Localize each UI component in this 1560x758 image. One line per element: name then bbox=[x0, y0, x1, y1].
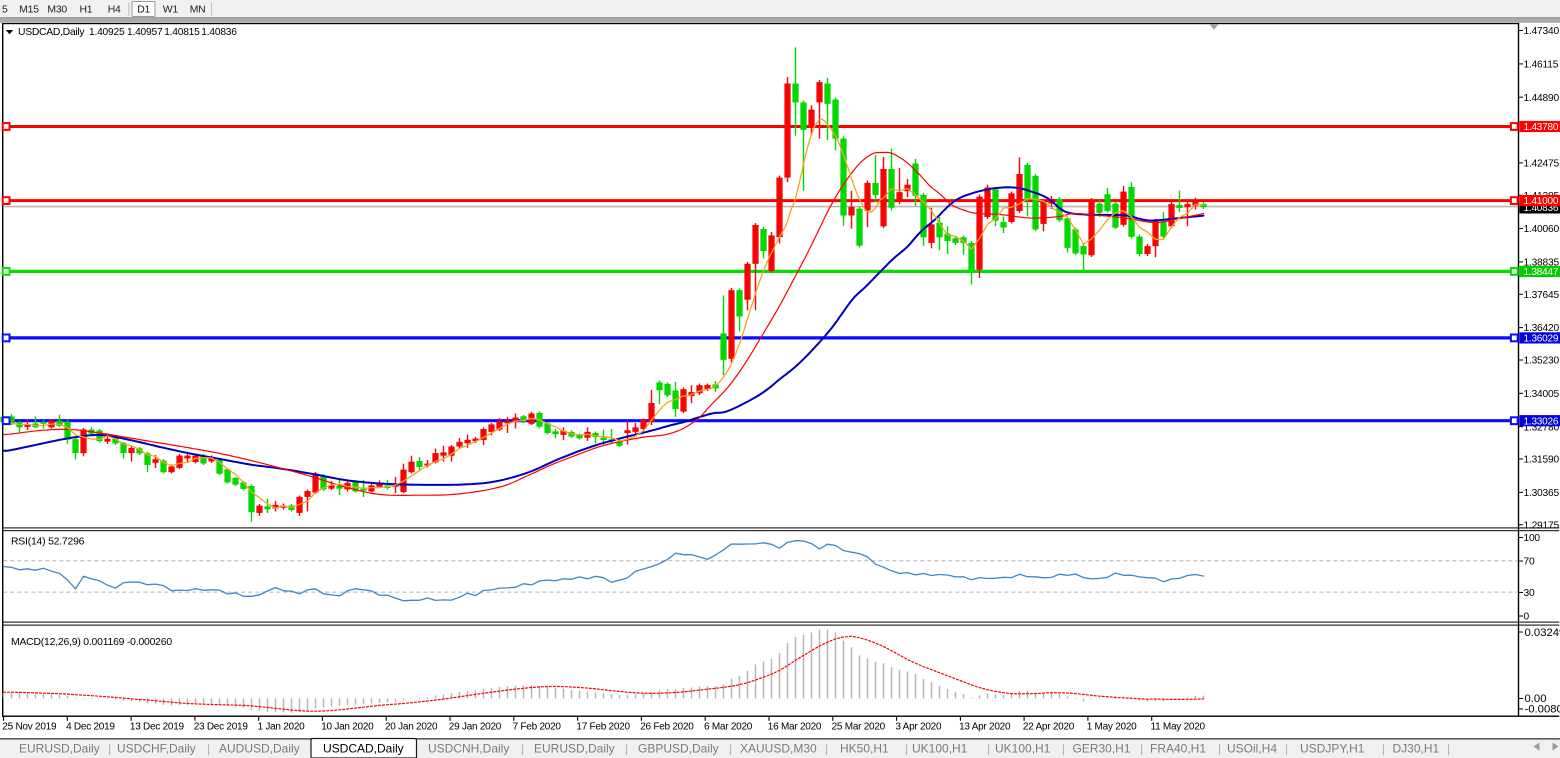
svg-text:-0.008086: -0.008086 bbox=[1525, 704, 1560, 716]
svg-text:UK100,H1: UK100,H1 bbox=[995, 742, 1051, 756]
svg-text:3 Apr 2020: 3 Apr 2020 bbox=[895, 722, 942, 733]
svg-text:UK100,H1: UK100,H1 bbox=[912, 742, 968, 756]
svg-text:1.38835: 1.38835 bbox=[1524, 258, 1560, 269]
svg-text:AUDUSD,Daily: AUDUSD,Daily bbox=[219, 742, 300, 756]
svg-text:EURUSD,Daily: EURUSD,Daily bbox=[19, 742, 100, 756]
svg-text:|: | bbox=[1140, 742, 1143, 756]
svg-text:W1: W1 bbox=[163, 5, 179, 16]
svg-text:17 Feb 2020: 17 Feb 2020 bbox=[576, 722, 630, 733]
svg-text:7 Feb 2020: 7 Feb 2020 bbox=[513, 722, 562, 733]
svg-text:1.46115: 1.46115 bbox=[1524, 60, 1559, 71]
svg-text:|: | bbox=[625, 742, 628, 756]
svg-text:|: | bbox=[1382, 742, 1385, 756]
svg-text:1 May 2020: 1 May 2020 bbox=[1087, 722, 1137, 733]
svg-text:EURUSD,Daily: EURUSD,Daily bbox=[534, 742, 615, 756]
svg-text:GBPUSD,Daily: GBPUSD,Daily bbox=[638, 742, 719, 756]
svg-text:1.29175: 1.29175 bbox=[1524, 520, 1560, 531]
svg-text:USOil,H4: USOil,H4 bbox=[1227, 742, 1277, 756]
svg-text:4 Dec 2019: 4 Dec 2019 bbox=[66, 722, 115, 733]
svg-text:1.36420: 1.36420 bbox=[1524, 323, 1560, 334]
svg-text:1 Jan 2020: 1 Jan 2020 bbox=[258, 722, 306, 733]
svg-text:25 Nov 2019: 25 Nov 2019 bbox=[2, 722, 57, 733]
svg-text:|: | bbox=[1062, 742, 1065, 756]
svg-text:|: | bbox=[108, 742, 111, 756]
svg-text:USDJPY,H1: USDJPY,H1 bbox=[1300, 742, 1365, 756]
svg-text:M15: M15 bbox=[19, 5, 39, 16]
svg-text:70: 70 bbox=[1524, 557, 1535, 568]
svg-text:0.00: 0.00 bbox=[1525, 693, 1547, 705]
svg-text:1.32780: 1.32780 bbox=[1524, 422, 1560, 433]
svg-text:20 Jan 2020: 20 Jan 2020 bbox=[385, 722, 438, 733]
svg-text:0: 0 bbox=[1524, 612, 1530, 623]
svg-text:30: 30 bbox=[1524, 588, 1535, 599]
svg-text:0.032493: 0.032493 bbox=[1525, 627, 1560, 639]
svg-text:|: | bbox=[521, 742, 524, 756]
svg-text:10 Jan 2020: 10 Jan 2020 bbox=[321, 722, 374, 733]
svg-text:|: | bbox=[729, 742, 732, 756]
svg-text:|: | bbox=[1447, 742, 1450, 756]
svg-text:1.34005: 1.34005 bbox=[1524, 389, 1560, 400]
svg-text:11 May 2020: 11 May 2020 bbox=[1151, 722, 1206, 733]
svg-text:1.47340: 1.47340 bbox=[1524, 26, 1560, 37]
svg-text:D1: D1 bbox=[137, 5, 150, 16]
svg-text:1.36029: 1.36029 bbox=[1524, 334, 1559, 345]
svg-text:13 Apr 2020: 13 Apr 2020 bbox=[959, 722, 1011, 733]
svg-text:USDCHF,Daily: USDCHF,Daily bbox=[117, 742, 196, 756]
svg-text:|: | bbox=[1218, 742, 1221, 756]
svg-text:23 Dec 2019: 23 Dec 2019 bbox=[194, 722, 249, 733]
svg-text:1.40836: 1.40836 bbox=[1524, 203, 1559, 214]
svg-text:H4: H4 bbox=[108, 5, 121, 16]
svg-text:22 Apr 2020: 22 Apr 2020 bbox=[1023, 722, 1075, 733]
svg-text:1.37645: 1.37645 bbox=[1524, 290, 1560, 301]
svg-text:1.40925: 1.40925 bbox=[89, 27, 125, 38]
svg-text:1.40836: 1.40836 bbox=[201, 27, 237, 38]
svg-text:H1: H1 bbox=[80, 5, 93, 16]
svg-text:1.38447: 1.38447 bbox=[1524, 267, 1559, 278]
svg-text:|: | bbox=[825, 742, 828, 756]
svg-text:MN: MN bbox=[190, 5, 206, 16]
svg-text:29 Jan 2020: 29 Jan 2020 bbox=[449, 722, 502, 733]
svg-text:DJ30,H1: DJ30,H1 bbox=[1393, 742, 1440, 756]
svg-text:1.33026: 1.33026 bbox=[1524, 416, 1559, 427]
svg-text:HK50,H1: HK50,H1 bbox=[840, 742, 889, 756]
svg-text:16 Mar 2020: 16 Mar 2020 bbox=[768, 722, 822, 733]
svg-text:XAUUSD,M30: XAUUSD,M30 bbox=[740, 742, 817, 756]
svg-text:FRA40,H1: FRA40,H1 bbox=[1150, 742, 1206, 756]
svg-text:1.40815: 1.40815 bbox=[164, 27, 200, 38]
svg-text:GER30,H1: GER30,H1 bbox=[1073, 742, 1131, 756]
svg-text:USDCAD,Daily: USDCAD,Daily bbox=[18, 27, 85, 38]
svg-text:1.43780: 1.43780 bbox=[1524, 122, 1559, 133]
svg-text:6 Mar 2020: 6 Mar 2020 bbox=[704, 722, 753, 733]
svg-text:13 Dec 2019: 13 Dec 2019 bbox=[130, 722, 185, 733]
svg-text:1.35230: 1.35230 bbox=[1524, 356, 1560, 367]
svg-text:|: | bbox=[905, 742, 908, 756]
svg-text:1.41000: 1.41000 bbox=[1524, 196, 1559, 207]
svg-text:1.40060: 1.40060 bbox=[1524, 224, 1560, 235]
svg-text:1.42475: 1.42475 bbox=[1524, 159, 1560, 170]
svg-text:MACD(12,26,9) 0.001169 -0.0002: MACD(12,26,9) 0.001169 -0.000260 bbox=[11, 637, 172, 648]
svg-text:1.44890: 1.44890 bbox=[1524, 93, 1560, 104]
svg-text:5: 5 bbox=[2, 5, 8, 16]
svg-text:25 Mar 2020: 25 Mar 2020 bbox=[832, 722, 886, 733]
svg-text:|: | bbox=[1285, 742, 1288, 756]
svg-text:M30: M30 bbox=[47, 5, 67, 16]
svg-text:100: 100 bbox=[1524, 533, 1541, 544]
svg-text:26 Feb 2020: 26 Feb 2020 bbox=[640, 722, 694, 733]
svg-text:USDCAD,Daily: USDCAD,Daily bbox=[323, 742, 404, 756]
svg-text:RSI(14) 52.7296: RSI(14) 52.7296 bbox=[11, 537, 85, 548]
svg-text:1.40957: 1.40957 bbox=[127, 27, 163, 38]
svg-text:|: | bbox=[987, 742, 990, 756]
svg-text:|: | bbox=[207, 742, 210, 756]
svg-text:1.30365: 1.30365 bbox=[1524, 488, 1560, 499]
svg-text:USDCNH,Daily: USDCNH,Daily bbox=[428, 742, 509, 756]
svg-text:1.31590: 1.31590 bbox=[1524, 455, 1560, 466]
